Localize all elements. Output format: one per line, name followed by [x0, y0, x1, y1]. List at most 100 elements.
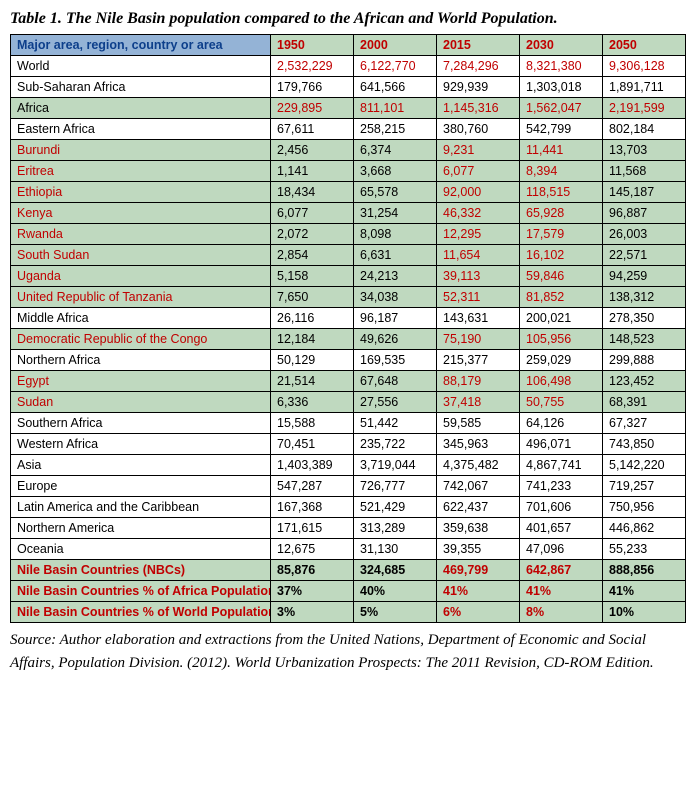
row-label: Uganda: [11, 266, 271, 287]
table-row: Southern Africa15,58851,44259,58564,1266…: [11, 413, 686, 434]
cell-value: 1,303,018: [520, 77, 603, 98]
cell-value: 179,766: [271, 77, 354, 98]
col-header-year: 1950: [271, 35, 354, 56]
cell-value: 469,799: [437, 560, 520, 581]
cell-value: 24,213: [354, 266, 437, 287]
row-label: Western Africa: [11, 434, 271, 455]
cell-value: 3%: [271, 602, 354, 623]
cell-value: 55,233: [603, 539, 686, 560]
cell-value: 642,867: [520, 560, 603, 581]
cell-value: 41%: [603, 581, 686, 602]
cell-value: 6,077: [437, 161, 520, 182]
table-row: World2,532,2296,122,7707,284,2968,321,38…: [11, 56, 686, 77]
cell-value: 59,846: [520, 266, 603, 287]
row-label: Middle Africa: [11, 308, 271, 329]
cell-value: 96,887: [603, 203, 686, 224]
row-label: Rwanda: [11, 224, 271, 245]
col-header-year: 2000: [354, 35, 437, 56]
cell-value: 41%: [520, 581, 603, 602]
table-row: Democratic Republic of the Congo12,18449…: [11, 329, 686, 350]
cell-value: 3,719,044: [354, 455, 437, 476]
cell-value: 741,233: [520, 476, 603, 497]
cell-value: 2,854: [271, 245, 354, 266]
cell-value: 726,777: [354, 476, 437, 497]
cell-value: 6,374: [354, 140, 437, 161]
cell-value: 27,556: [354, 392, 437, 413]
row-label: Africa: [11, 98, 271, 119]
cell-value: 40%: [354, 581, 437, 602]
cell-value: 345,963: [437, 434, 520, 455]
row-label: Asia: [11, 455, 271, 476]
cell-value: 39,355: [437, 539, 520, 560]
cell-value: 496,071: [520, 434, 603, 455]
cell-value: 9,306,128: [603, 56, 686, 77]
cell-value: 215,377: [437, 350, 520, 371]
cell-value: 65,928: [520, 203, 603, 224]
cell-value: 39,113: [437, 266, 520, 287]
cell-value: 12,184: [271, 329, 354, 350]
cell-value: 6,631: [354, 245, 437, 266]
cell-value: 106,498: [520, 371, 603, 392]
table-row: Rwanda2,0728,09812,29517,57926,003: [11, 224, 686, 245]
cell-value: 26,003: [603, 224, 686, 245]
cell-value: 81,852: [520, 287, 603, 308]
row-label: Kenya: [11, 203, 271, 224]
cell-value: 9,231: [437, 140, 520, 161]
cell-value: 47,096: [520, 539, 603, 560]
cell-value: 1,562,047: [520, 98, 603, 119]
cell-value: 200,021: [520, 308, 603, 329]
cell-value: 31,254: [354, 203, 437, 224]
cell-value: 123,452: [603, 371, 686, 392]
cell-value: 6,336: [271, 392, 354, 413]
cell-value: 750,956: [603, 497, 686, 518]
row-label: Oceania: [11, 539, 271, 560]
cell-value: 547,287: [271, 476, 354, 497]
cell-value: 94,259: [603, 266, 686, 287]
cell-value: 229,895: [271, 98, 354, 119]
row-label: United Republic of Tanzania: [11, 287, 271, 308]
col-header-year: 2050: [603, 35, 686, 56]
row-label: World: [11, 56, 271, 77]
cell-value: 18,434: [271, 182, 354, 203]
cell-value: 521,429: [354, 497, 437, 518]
cell-value: 12,295: [437, 224, 520, 245]
cell-value: 258,215: [354, 119, 437, 140]
cell-value: 15,588: [271, 413, 354, 434]
table-row: Oceania12,67531,13039,35547,09655,233: [11, 539, 686, 560]
cell-value: 138,312: [603, 287, 686, 308]
cell-value: 46,332: [437, 203, 520, 224]
row-label: Sudan: [11, 392, 271, 413]
cell-value: 37,418: [437, 392, 520, 413]
cell-value: 8,321,380: [520, 56, 603, 77]
row-label: Sub-Saharan Africa: [11, 77, 271, 98]
row-label: Southern Africa: [11, 413, 271, 434]
cell-value: 401,657: [520, 518, 603, 539]
table-body: World2,532,2296,122,7707,284,2968,321,38…: [11, 56, 686, 623]
cell-value: 67,648: [354, 371, 437, 392]
cell-value: 22,571: [603, 245, 686, 266]
table-row: Europe547,287726,777742,067741,233719,25…: [11, 476, 686, 497]
cell-value: 8,394: [520, 161, 603, 182]
cell-value: 50,755: [520, 392, 603, 413]
cell-value: 34,038: [354, 287, 437, 308]
row-label: Democratic Republic of the Congo: [11, 329, 271, 350]
table-header: Major area, region, country or area19502…: [11, 35, 686, 56]
table-row: Africa229,895811,1011,145,3161,562,0472,…: [11, 98, 686, 119]
cell-value: 148,523: [603, 329, 686, 350]
cell-value: 10%: [603, 602, 686, 623]
cell-value: 811,101: [354, 98, 437, 119]
cell-value: 299,888: [603, 350, 686, 371]
row-label: Egypt: [11, 371, 271, 392]
col-header-year: 2015: [437, 35, 520, 56]
cell-value: 171,615: [271, 518, 354, 539]
table-row: Eastern Africa67,611258,215380,760542,79…: [11, 119, 686, 140]
cell-value: 21,514: [271, 371, 354, 392]
table-row: South Sudan2,8546,63111,65416,10222,571: [11, 245, 686, 266]
table-row: Burundi2,4566,3749,23111,44113,703: [11, 140, 686, 161]
row-label: Burundi: [11, 140, 271, 161]
row-label: South Sudan: [11, 245, 271, 266]
table-row: Uganda5,15824,21339,11359,84694,259: [11, 266, 686, 287]
cell-value: 1,141: [271, 161, 354, 182]
row-label: Nile Basin Countries (NBCs): [11, 560, 271, 581]
cell-value: 743,850: [603, 434, 686, 455]
